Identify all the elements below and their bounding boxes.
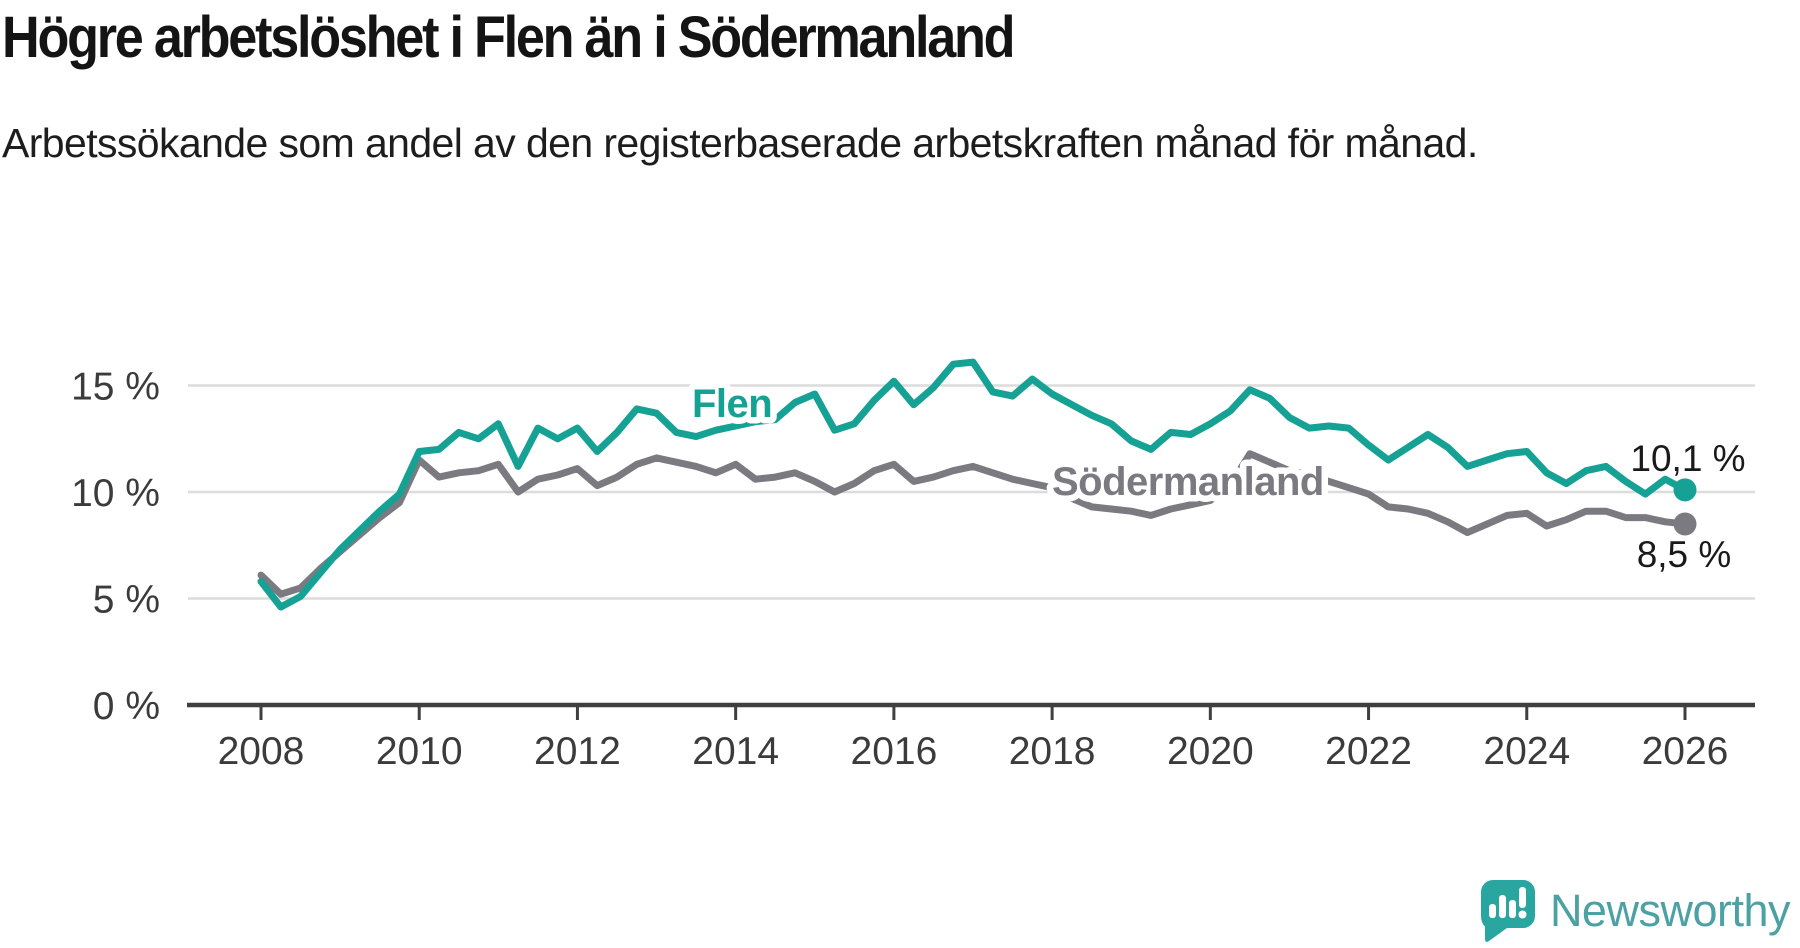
x-tick-label-2012: 2012 (534, 730, 621, 773)
newsworthy-logo: Newsworthy (1480, 880, 1791, 942)
x-tick-label-2014: 2014 (692, 730, 779, 773)
y-tick-label-0: 0 % (93, 685, 160, 728)
x-tick-label-2020: 2020 (1167, 730, 1254, 773)
series-label-flen: Flen (692, 382, 772, 426)
logo-bar-3 (1508, 900, 1516, 918)
x-tick-label-2016: 2016 (851, 730, 938, 773)
logo-bar-1 (1488, 904, 1496, 918)
logo-exclamation-dot (1518, 910, 1527, 919)
logo-exclamation-bar (1518, 887, 1526, 908)
x-tick-label-2024: 2024 (1483, 730, 1570, 773)
series-line-sodermanland (257, 450, 1689, 598)
logo-bar-2 (1498, 895, 1506, 918)
end-dot-flen (1673, 478, 1697, 502)
newsworthy-bubble-barchart-icon (1480, 880, 1535, 942)
brand-name: Newsworthy (1549, 885, 1791, 936)
x-tick-label-2008: 2008 (218, 730, 305, 773)
y-tick-label-10: 10 % (71, 472, 160, 515)
page-title: Högre arbetslöshet i Flen än i Södermanl… (2, 5, 1016, 70)
end-value-label-flen: 10,1 % (1630, 438, 1745, 479)
chart-subtitle: Arbetssökande som andel av den registerb… (2, 120, 1478, 166)
x-tick-label-2018: 2018 (1009, 730, 1096, 773)
end-dot-sodermanland (1673, 512, 1697, 536)
series-label-sodermanland: Södermanland (1052, 460, 1324, 504)
x-tick-label-2010: 2010 (376, 730, 463, 773)
y-tick-label-5: 5 % (93, 579, 160, 622)
x-tick-label-2022: 2022 (1325, 730, 1412, 773)
y-tick-label-15: 15 % (71, 366, 160, 409)
x-tick-label-2026: 2026 (1642, 730, 1729, 773)
series-line-flen (257, 358, 1689, 611)
end-value-label-sodermanland: 8,5 % (1637, 534, 1732, 575)
